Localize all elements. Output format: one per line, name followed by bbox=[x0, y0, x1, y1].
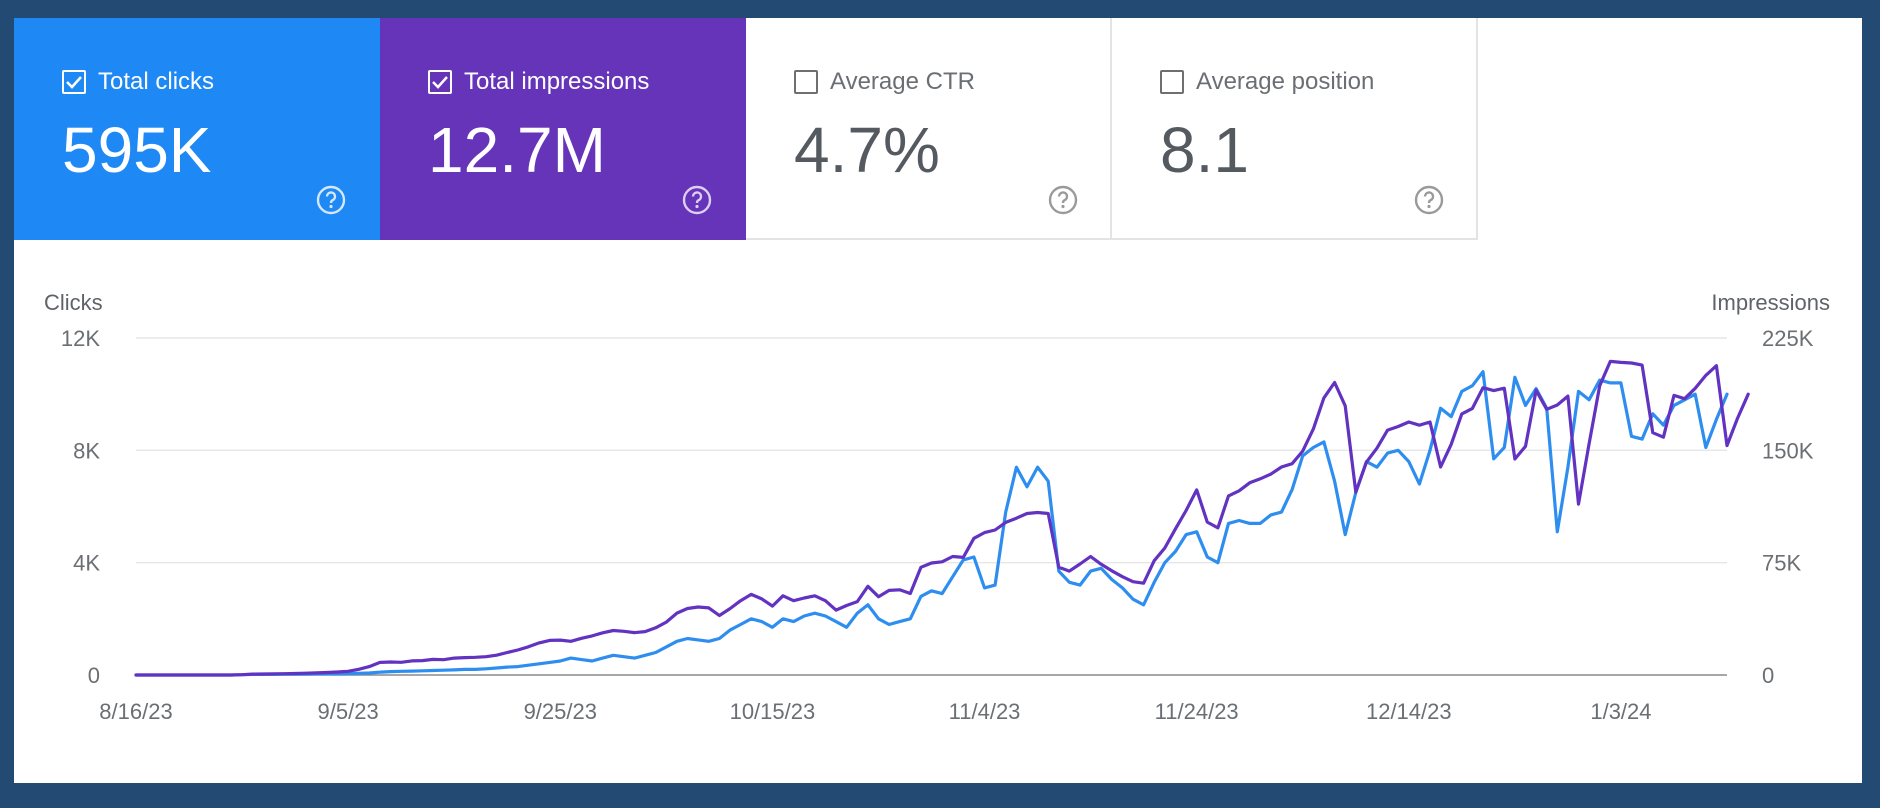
x-tick-label: 11/24/23 bbox=[1155, 699, 1239, 724]
average-ctr-card[interactable]: Average CTR 4.7% bbox=[746, 18, 1112, 240]
y-tick-right: 0 bbox=[1762, 663, 1774, 688]
total-clicks-card[interactable]: Total clicks 595K bbox=[14, 18, 380, 240]
total-clicks-value: 595K bbox=[62, 114, 212, 186]
total-impressions-checkbox[interactable] bbox=[428, 70, 452, 94]
y-tick-left: 8K bbox=[73, 438, 100, 463]
y-axis-title-left: Clicks bbox=[44, 290, 103, 315]
help-circle-icon[interactable] bbox=[315, 184, 347, 216]
y-tick-right: 75K bbox=[1762, 551, 1801, 576]
help-circle-icon[interactable] bbox=[681, 184, 713, 216]
y-tick-right: 150K bbox=[1762, 438, 1814, 463]
x-tick-label: 10/15/23 bbox=[730, 699, 816, 724]
total-clicks-label: Total clicks bbox=[98, 68, 215, 95]
check-icon bbox=[66, 76, 82, 89]
x-tick-label: 9/25/23 bbox=[524, 699, 597, 724]
total-impressions-value: 12.7M bbox=[428, 114, 606, 186]
average-position-checkbox[interactable] bbox=[1160, 70, 1184, 94]
x-tick-label: 1/3/24 bbox=[1590, 699, 1651, 724]
total-impressions-label: Total impressions bbox=[464, 68, 650, 95]
y-tick-right: 225K bbox=[1762, 326, 1814, 351]
x-tick-label: 12/14/23 bbox=[1366, 699, 1452, 724]
average-ctr-label: Average CTR bbox=[830, 68, 975, 95]
average-position-label: Average position bbox=[1196, 68, 1375, 95]
help-circle-icon[interactable] bbox=[1413, 184, 1445, 216]
performance-panel: Total clicks 595K Total impressions 12.7… bbox=[14, 18, 1862, 783]
metric-cards: Total clicks 595K Total impressions 12.7… bbox=[14, 18, 1478, 240]
clicks-series-line bbox=[134, 370, 1729, 677]
x-tick-label: 9/5/23 bbox=[318, 699, 379, 724]
y-tick-left: 4K bbox=[73, 551, 100, 576]
impressions-series-line bbox=[134, 359, 1750, 677]
average-ctr-value: 4.7% bbox=[794, 114, 940, 186]
y-tick-left: 12K bbox=[61, 326, 100, 351]
average-ctr-checkbox[interactable] bbox=[794, 70, 818, 94]
y-tick-left: 0 bbox=[88, 663, 100, 688]
help-circle-icon[interactable] bbox=[1047, 184, 1079, 216]
check-icon bbox=[432, 76, 448, 89]
total-impressions-card[interactable]: Total impressions 12.7M bbox=[380, 18, 746, 240]
x-tick-label: 11/4/23 bbox=[949, 699, 1021, 724]
clicks-impressions-chart: 12K 225K 8K 150K 4K 75K 0 0 Clicks Impressions 8/1… bbox=[44, 290, 1830, 724]
x-tick-label: 8/16/23 bbox=[99, 699, 172, 724]
y-axis-title-right: Impressions bbox=[1711, 290, 1830, 315]
total-clicks-checkbox[interactable] bbox=[62, 70, 86, 94]
average-position-value: 8.1 bbox=[1160, 114, 1249, 186]
average-position-card[interactable]: Average position 8.1 bbox=[1112, 18, 1478, 240]
